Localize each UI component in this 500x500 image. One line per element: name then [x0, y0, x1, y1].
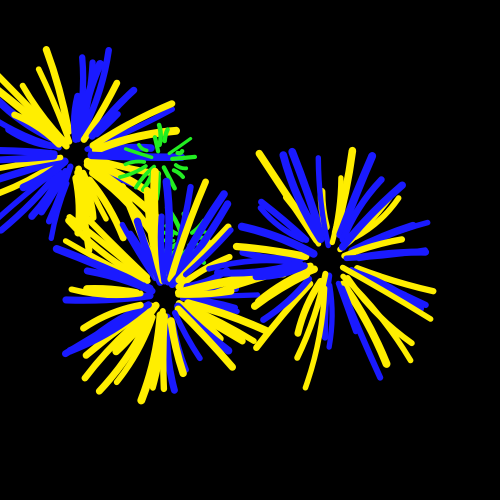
yellow-spark-stroke: [79, 180, 97, 222]
blue-spark-stroke: [62, 292, 154, 304]
burst-top-left: [0, 46, 186, 254]
yellow-spark-stroke: [81, 312, 149, 382]
yellow-spark-stroke: [341, 236, 406, 260]
blue-spark-stroke: [66, 303, 148, 355]
blue-spark-stroke: [79, 46, 112, 136]
yellow-spark-stroke: [184, 303, 257, 344]
blue-spark-stroke: [48, 180, 70, 242]
yellow-spark-stroke: [80, 169, 109, 222]
burst-center-green: [118, 122, 198, 201]
yellow-spark-stroke: [42, 46, 73, 135]
green-spark-stroke: [123, 159, 147, 167]
yellow-spark-stroke: [137, 311, 165, 405]
blue-spark-stroke: [28, 171, 65, 220]
yellow-spark-stroke: [294, 270, 329, 361]
blue-spark-stroke: [252, 262, 308, 281]
blue-spark-stroke: [73, 54, 87, 136]
burst-bottom-left: [52, 167, 288, 405]
yellow-spark-stroke: [339, 264, 434, 322]
blue-spark-stroke: [70, 92, 82, 143]
yellow-spark-stroke: [294, 277, 325, 337]
yellow-spark-stroke: [329, 175, 344, 246]
yellow-spark-stroke: [68, 286, 144, 299]
green-spark-stroke: [161, 165, 177, 191]
blue-spark-stroke: [335, 280, 359, 335]
green-spark-stroke: [162, 127, 170, 144]
yellow-spark-stroke: [282, 194, 322, 247]
green-spark-stroke: [156, 122, 163, 148]
blue-spark-stroke: [214, 259, 304, 277]
blue-spark-stroke: [339, 176, 385, 244]
blue-spark-stroke: [257, 205, 306, 243]
yellow-spark-stroke: [35, 66, 73, 145]
blue-spark-stroke: [161, 177, 174, 281]
yellow-spark-stroke: [65, 217, 148, 283]
yellow-spark-stroke: [167, 317, 187, 378]
blue-spark-stroke: [19, 157, 69, 192]
yellow-spark-stroke: [184, 299, 272, 336]
yellow-spark-stroke: [339, 280, 391, 368]
blue-spark-stroke: [0, 119, 62, 151]
blue-spark-stroke: [279, 151, 325, 243]
blue-spark-stroke: [237, 222, 318, 258]
green-spark-stroke: [137, 142, 149, 153]
blue-spark-stroke: [343, 247, 428, 262]
yellow-spark-stroke: [302, 285, 328, 391]
blue-spark-stroke: [336, 152, 377, 239]
blue-spark-stroke: [338, 181, 406, 251]
yellow-spark-stroke: [80, 79, 121, 143]
yellow-spark-stroke: [167, 178, 209, 283]
green-spark-stroke: [123, 147, 154, 160]
burst-right: [206, 146, 437, 391]
yellow-spark-stroke: [86, 176, 127, 242]
blue-spark-stroke: [0, 146, 58, 158]
yellow-spark-stroke: [112, 301, 160, 356]
blue-spark-stroke: [0, 168, 63, 234]
blue-spark-stroke: [93, 111, 121, 138]
yellow-spark-stroke: [95, 314, 153, 395]
blue-spark-stroke: [260, 275, 313, 323]
yellow-spark-stroke: [80, 301, 144, 332]
green-spark-stroke: [173, 163, 189, 171]
blue-spark-stroke: [258, 198, 310, 244]
blue-spark-stroke: [315, 155, 331, 249]
fireworks-bursts: [0, 46, 437, 405]
green-spark-stroke: [170, 154, 198, 162]
green-spark-stroke: [171, 168, 185, 180]
yellow-spark-stroke: [175, 253, 233, 291]
green-spark-stroke: [175, 148, 185, 156]
blue-spark-stroke: [171, 309, 203, 362]
yellow-spark-stroke: [254, 265, 318, 306]
green-spark-stroke: [133, 164, 157, 190]
blue-spark-stroke: [119, 221, 158, 282]
green-spark-stroke: [152, 135, 161, 154]
yellow-spark-stroke: [354, 265, 437, 295]
yellow-spark-stroke: [340, 273, 414, 364]
blue-spark-stroke: [52, 245, 154, 293]
blue-spark-stroke: [326, 282, 335, 350]
green-spark-stroke: [118, 164, 148, 179]
yellow-spark-stroke: [232, 242, 310, 261]
blue-spark-stroke: [0, 152, 58, 164]
blue-spark-stroke: [0, 156, 61, 183]
yellow-spark-stroke: [0, 162, 56, 197]
blue-spark-stroke: [157, 213, 168, 285]
yellow-spark-stroke: [81, 212, 151, 281]
blue-spark-stroke: [87, 151, 186, 162]
yellow-spark-stroke: [177, 276, 241, 296]
green-spark-stroke: [167, 137, 193, 156]
blue-spark-stroke: [133, 217, 164, 286]
blue-spark-stroke: [288, 147, 325, 239]
yellow-spark-stroke: [89, 100, 176, 149]
blue-spark-stroke: [182, 227, 234, 278]
yellow-spark-stroke: [253, 280, 314, 351]
yellow-spark-stroke: [352, 195, 402, 241]
yellow-spark-stroke: [19, 82, 70, 147]
yellow-spark-stroke: [174, 305, 236, 371]
